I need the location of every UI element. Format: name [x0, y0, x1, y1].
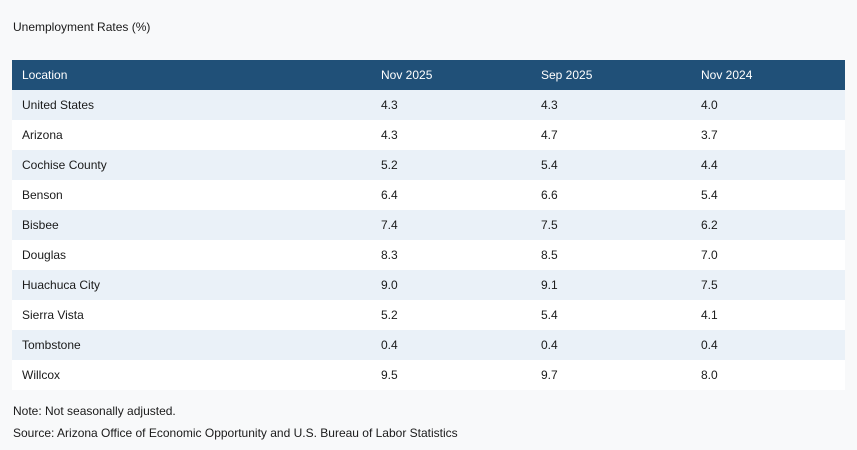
table-row: United States 4.3 4.3 4.0 [12, 90, 845, 120]
rate-value-cell: 5.4 [541, 158, 558, 172]
rate-value-cell: 4.4 [701, 158, 718, 172]
location-cell: Bisbee [22, 218, 59, 232]
rate-value-cell: 3.7 [701, 128, 718, 142]
table-row: Willcox 9.5 9.7 8.0 [12, 360, 845, 390]
location-cell: Willcox [22, 368, 60, 382]
rate-value-cell: 5.4 [701, 188, 718, 202]
column-header-sep-2025: Sep 2025 [541, 68, 593, 82]
column-header-nov-2025: Nov 2025 [381, 68, 433, 82]
column-header-nov-2024: Nov 2024 [701, 68, 753, 82]
location-cell: Douglas [22, 248, 67, 262]
location-cell: Huachuca City [22, 278, 101, 292]
rate-value-cell: 7.4 [381, 218, 398, 232]
rate-value-cell: 5.2 [381, 158, 398, 172]
rate-value-cell: 7.5 [541, 218, 558, 232]
rate-value-cell: 5.4 [541, 308, 558, 322]
page-title: Unemployment Rates (%) [13, 20, 151, 34]
rate-value-cell: 6.6 [541, 188, 558, 202]
column-header-location: Location [22, 68, 68, 82]
rate-value-cell: 4.3 [381, 128, 398, 142]
table-row: Bisbee 7.4 7.5 6.2 [12, 210, 845, 240]
table-row: Benson 6.4 6.6 5.4 [12, 180, 845, 210]
rate-value-cell: 6.2 [701, 218, 718, 232]
rate-value-cell: 7.0 [701, 248, 718, 262]
rate-value-cell: 8.5 [541, 248, 558, 262]
source-text: Source: Arizona Office of Economic Oppor… [13, 426, 458, 440]
table-row: Sierra Vista 5.2 5.4 4.1 [12, 300, 845, 330]
rate-value-cell: 9.1 [541, 278, 558, 292]
rate-value-cell: 8.0 [701, 368, 718, 382]
location-cell: Tombstone [22, 338, 81, 352]
rate-value-cell: 8.3 [381, 248, 398, 262]
rate-value-cell: 5.2 [381, 308, 398, 322]
unemployment-rates-panel: Unemployment Rates (%) Location Nov 2025… [12, 20, 845, 440]
table-body: United States 4.3 4.3 4.0 Arizona 4.3 4.7 3.7 Co… [12, 90, 845, 390]
location-cell: United States [22, 98, 95, 112]
rate-value-cell: 7.5 [701, 278, 718, 292]
rate-value-cell: 4.0 [701, 98, 718, 112]
rate-value-cell: 4.3 [381, 98, 398, 112]
table-row: Cochise County 5.2 5.4 4.4 [12, 150, 845, 180]
table-header-row: Location Nov 2025 Sep 2025 Nov 2024 [12, 60, 845, 90]
location-cell: Arizona [22, 128, 63, 142]
rate-value-cell: 0.4 [701, 338, 718, 352]
rate-value-cell: 6.4 [381, 188, 398, 202]
table-row: Tombstone 0.4 0.4 0.4 [12, 330, 845, 360]
note-text: Note: Not seasonally adjusted. [13, 404, 176, 418]
rate-value-cell: 0.4 [541, 338, 558, 352]
table-row: Arizona 4.3 4.7 3.7 [12, 120, 845, 150]
unemployment-rates-table: Location Nov 2025 Sep 2025 Nov 2024 Unit… [12, 60, 845, 390]
rate-value-cell: 4.7 [541, 128, 558, 142]
rate-value-cell: 9.0 [381, 278, 398, 292]
location-cell: Sierra Vista [22, 308, 84, 322]
rate-value-cell: 0.4 [381, 338, 398, 352]
table-row: Huachuca City 9.0 9.1 7.5 [12, 270, 845, 300]
rate-value-cell: 4.1 [701, 308, 718, 322]
location-cell: Cochise County [22, 158, 107, 172]
rate-value-cell: 4.3 [541, 98, 558, 112]
table-row: Douglas 8.3 8.5 7.0 [12, 240, 845, 270]
location-cell: Benson [22, 188, 63, 202]
rate-value-cell: 9.5 [381, 368, 398, 382]
rate-value-cell: 9.7 [541, 368, 558, 382]
